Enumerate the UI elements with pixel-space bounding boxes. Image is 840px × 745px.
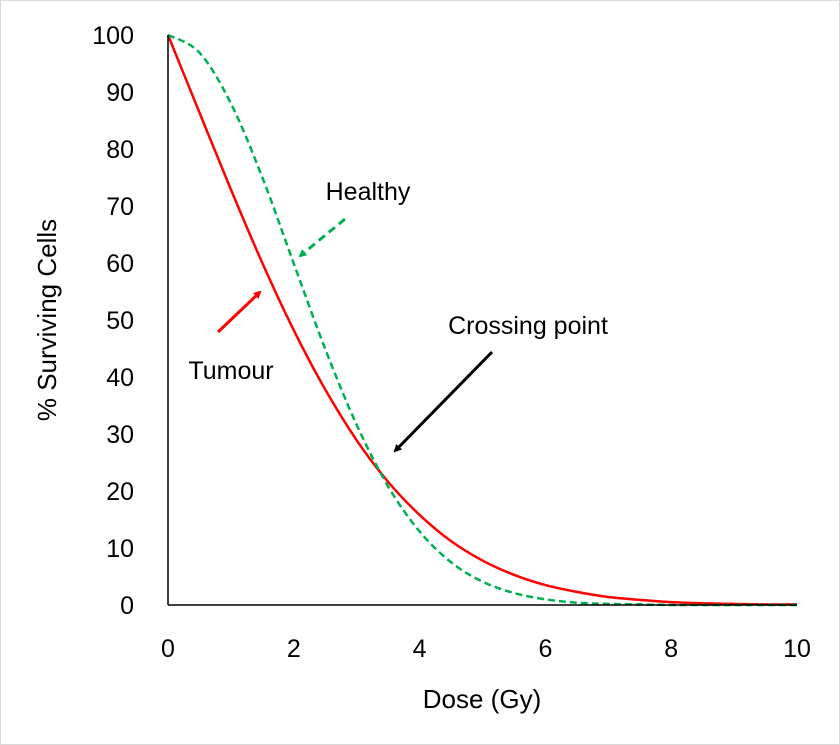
y-tick-label: 70 bbox=[106, 193, 134, 221]
annotation-healthy: Healthy bbox=[326, 178, 411, 206]
x-axis-title: Dose (Gy) bbox=[423, 684, 541, 714]
y-axis-title: % Surviving Cells bbox=[32, 219, 62, 421]
y-tick-label: 80 bbox=[106, 136, 134, 164]
y-tick-label: 60 bbox=[106, 250, 134, 278]
x-tick-label: 0 bbox=[161, 635, 175, 663]
series-line-healthy bbox=[167, 33, 798, 607]
x-tick-label: 2 bbox=[287, 635, 301, 663]
tumour-arrow bbox=[216, 290, 262, 334]
y-tick-label: 30 bbox=[106, 421, 134, 449]
y-tick-label: 10 bbox=[106, 535, 134, 563]
x-tick-label: 10 bbox=[783, 635, 811, 663]
y-tick-label: 0 bbox=[120, 592, 134, 620]
crossing-point-arrow bbox=[393, 350, 494, 453]
healthy-arrow bbox=[298, 217, 346, 258]
annotation-tumour: Tumour bbox=[188, 357, 273, 385]
y-tick-label: 50 bbox=[106, 307, 134, 335]
x-tick-label: 8 bbox=[664, 635, 678, 663]
x-tick-label: 4 bbox=[413, 635, 427, 663]
y-tick-label: 40 bbox=[106, 364, 134, 392]
y-tick-label: 100 bbox=[92, 22, 134, 50]
series-line-tumour bbox=[166, 34, 798, 606]
y-tick-label: 20 bbox=[106, 478, 134, 506]
x-tick-label: 6 bbox=[538, 635, 552, 663]
annotation-crossing-point: Crossing point bbox=[448, 312, 608, 340]
y-tick-label: 90 bbox=[106, 79, 134, 107]
